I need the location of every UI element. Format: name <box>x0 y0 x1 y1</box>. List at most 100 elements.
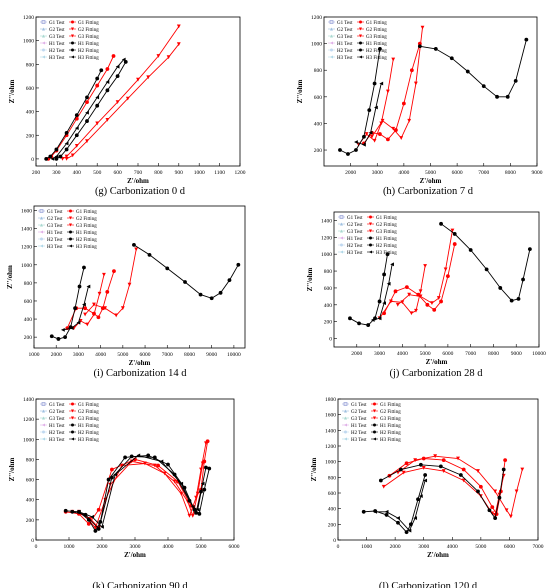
data-point <box>111 54 116 58</box>
legend-label: G3 Test <box>47 224 63 229</box>
x-tick-label: 1000 <box>194 170 205 176</box>
data-point <box>152 455 157 460</box>
series-h3-fitting <box>354 81 384 147</box>
y-tick-label: 1800 <box>325 397 336 403</box>
data-point <box>413 81 418 86</box>
legend-label: G2 Fitting <box>366 28 387 33</box>
data-point <box>409 311 414 316</box>
series-line <box>65 441 209 525</box>
legend-marker <box>71 430 74 434</box>
data-point <box>209 296 214 301</box>
x-tick-label: 5000 <box>475 544 486 550</box>
data-point <box>450 228 455 233</box>
data-point <box>438 464 443 469</box>
legend-label: G1 Test <box>49 403 65 408</box>
legend-label: H2 Fitting <box>78 49 99 54</box>
series-line <box>78 460 204 529</box>
series-h1-fitting <box>439 221 532 303</box>
x-tick-label: 4000 <box>447 544 458 550</box>
y-tick-label: 400 <box>26 110 35 116</box>
data-point <box>449 56 454 61</box>
x-tick-label: 2000 <box>97 544 108 550</box>
legend-label: H3 Test <box>49 438 65 443</box>
data-point <box>102 272 106 277</box>
legend-label: G3 Fitting <box>376 230 397 235</box>
data-point <box>50 157 55 161</box>
x-tick-label: 7000 <box>478 170 489 176</box>
legend-marker <box>330 41 333 45</box>
data-point <box>134 247 139 252</box>
series-line <box>372 264 393 321</box>
data-point <box>110 467 114 472</box>
legend-marker <box>344 409 347 413</box>
data-point <box>425 302 430 307</box>
legend-label: G2 Test <box>351 410 367 415</box>
legend-label: H3 Fitting <box>366 56 387 61</box>
data-point <box>105 290 110 294</box>
y-tick-label: 400 <box>328 507 337 513</box>
legend-marker <box>373 423 376 427</box>
x-tick-label: 400 <box>73 170 82 176</box>
y-tick-label: 200 <box>324 320 333 326</box>
series-h2-fitting <box>348 252 390 327</box>
series-h3-fitting <box>50 57 126 161</box>
legend-marker <box>339 215 344 219</box>
y-tick-label: 1200 <box>21 245 32 251</box>
data-point <box>452 242 457 246</box>
data-point <box>176 24 181 29</box>
legend-label: G3 Fitting <box>76 224 97 229</box>
legend: G1 Test G1 Fitting G2 Test G2 Fitting G3 Tes… <box>328 20 387 61</box>
data-point <box>516 297 521 301</box>
series-g1-fitting <box>387 456 508 517</box>
data-point <box>407 292 412 297</box>
series-line <box>52 59 125 160</box>
data-point <box>64 147 69 152</box>
data-point <box>93 529 98 533</box>
data-point <box>465 69 470 74</box>
legend-marker <box>369 215 372 219</box>
data-point <box>105 80 110 84</box>
data-point <box>386 89 390 94</box>
data-point <box>83 312 87 317</box>
data-point <box>85 139 89 144</box>
y-axis-label: Z''/ohm <box>296 79 304 103</box>
panel-i: 1000 2000 3000 4000 5000 6000 7000 8000 9000 1000… <box>6 205 246 379</box>
data-point <box>493 516 498 520</box>
data-point <box>100 525 104 529</box>
y-axis-label: Z''/ohm <box>8 457 16 481</box>
data-point <box>524 37 529 42</box>
y-tick-label: 600 <box>324 286 333 292</box>
legend-label: H3 Test <box>347 251 363 256</box>
data-point <box>190 513 195 518</box>
series-h3-fitting <box>373 478 428 533</box>
plot-frame <box>35 398 235 541</box>
legend-label: H2 Fitting <box>376 244 397 249</box>
data-point <box>54 154 59 159</box>
y-tick-label: 1200 <box>321 235 332 241</box>
legend-marker <box>369 236 372 240</box>
data-point <box>63 508 68 513</box>
legend-label: G1 Test <box>337 21 353 26</box>
y-tick-label: 1400 <box>21 227 32 233</box>
legend-marker <box>42 430 45 434</box>
data-point <box>354 148 358 152</box>
y-tick-label: 200 <box>328 522 337 528</box>
x-tick-label: 3000 <box>418 544 429 550</box>
legend-label: H1 Fitting <box>78 424 99 429</box>
legend-label: G3 Fitting <box>78 417 99 422</box>
data-point <box>391 126 396 131</box>
legend-marker <box>71 48 74 52</box>
series-line <box>133 244 239 299</box>
legend-marker <box>42 423 45 427</box>
legend-label: G1 Fitting <box>380 403 401 408</box>
series-line <box>363 474 426 533</box>
y-tick-label: 1200 <box>23 417 34 423</box>
legend-marker <box>69 237 72 241</box>
legend-label: G3 Test <box>337 35 353 40</box>
panel-caption: (k) Carbonization 90 d <box>92 581 188 588</box>
y-tick-label: 200 <box>26 518 35 524</box>
series-h1-fitting <box>44 68 104 161</box>
legend-marker <box>71 41 74 45</box>
data-point <box>416 497 420 502</box>
